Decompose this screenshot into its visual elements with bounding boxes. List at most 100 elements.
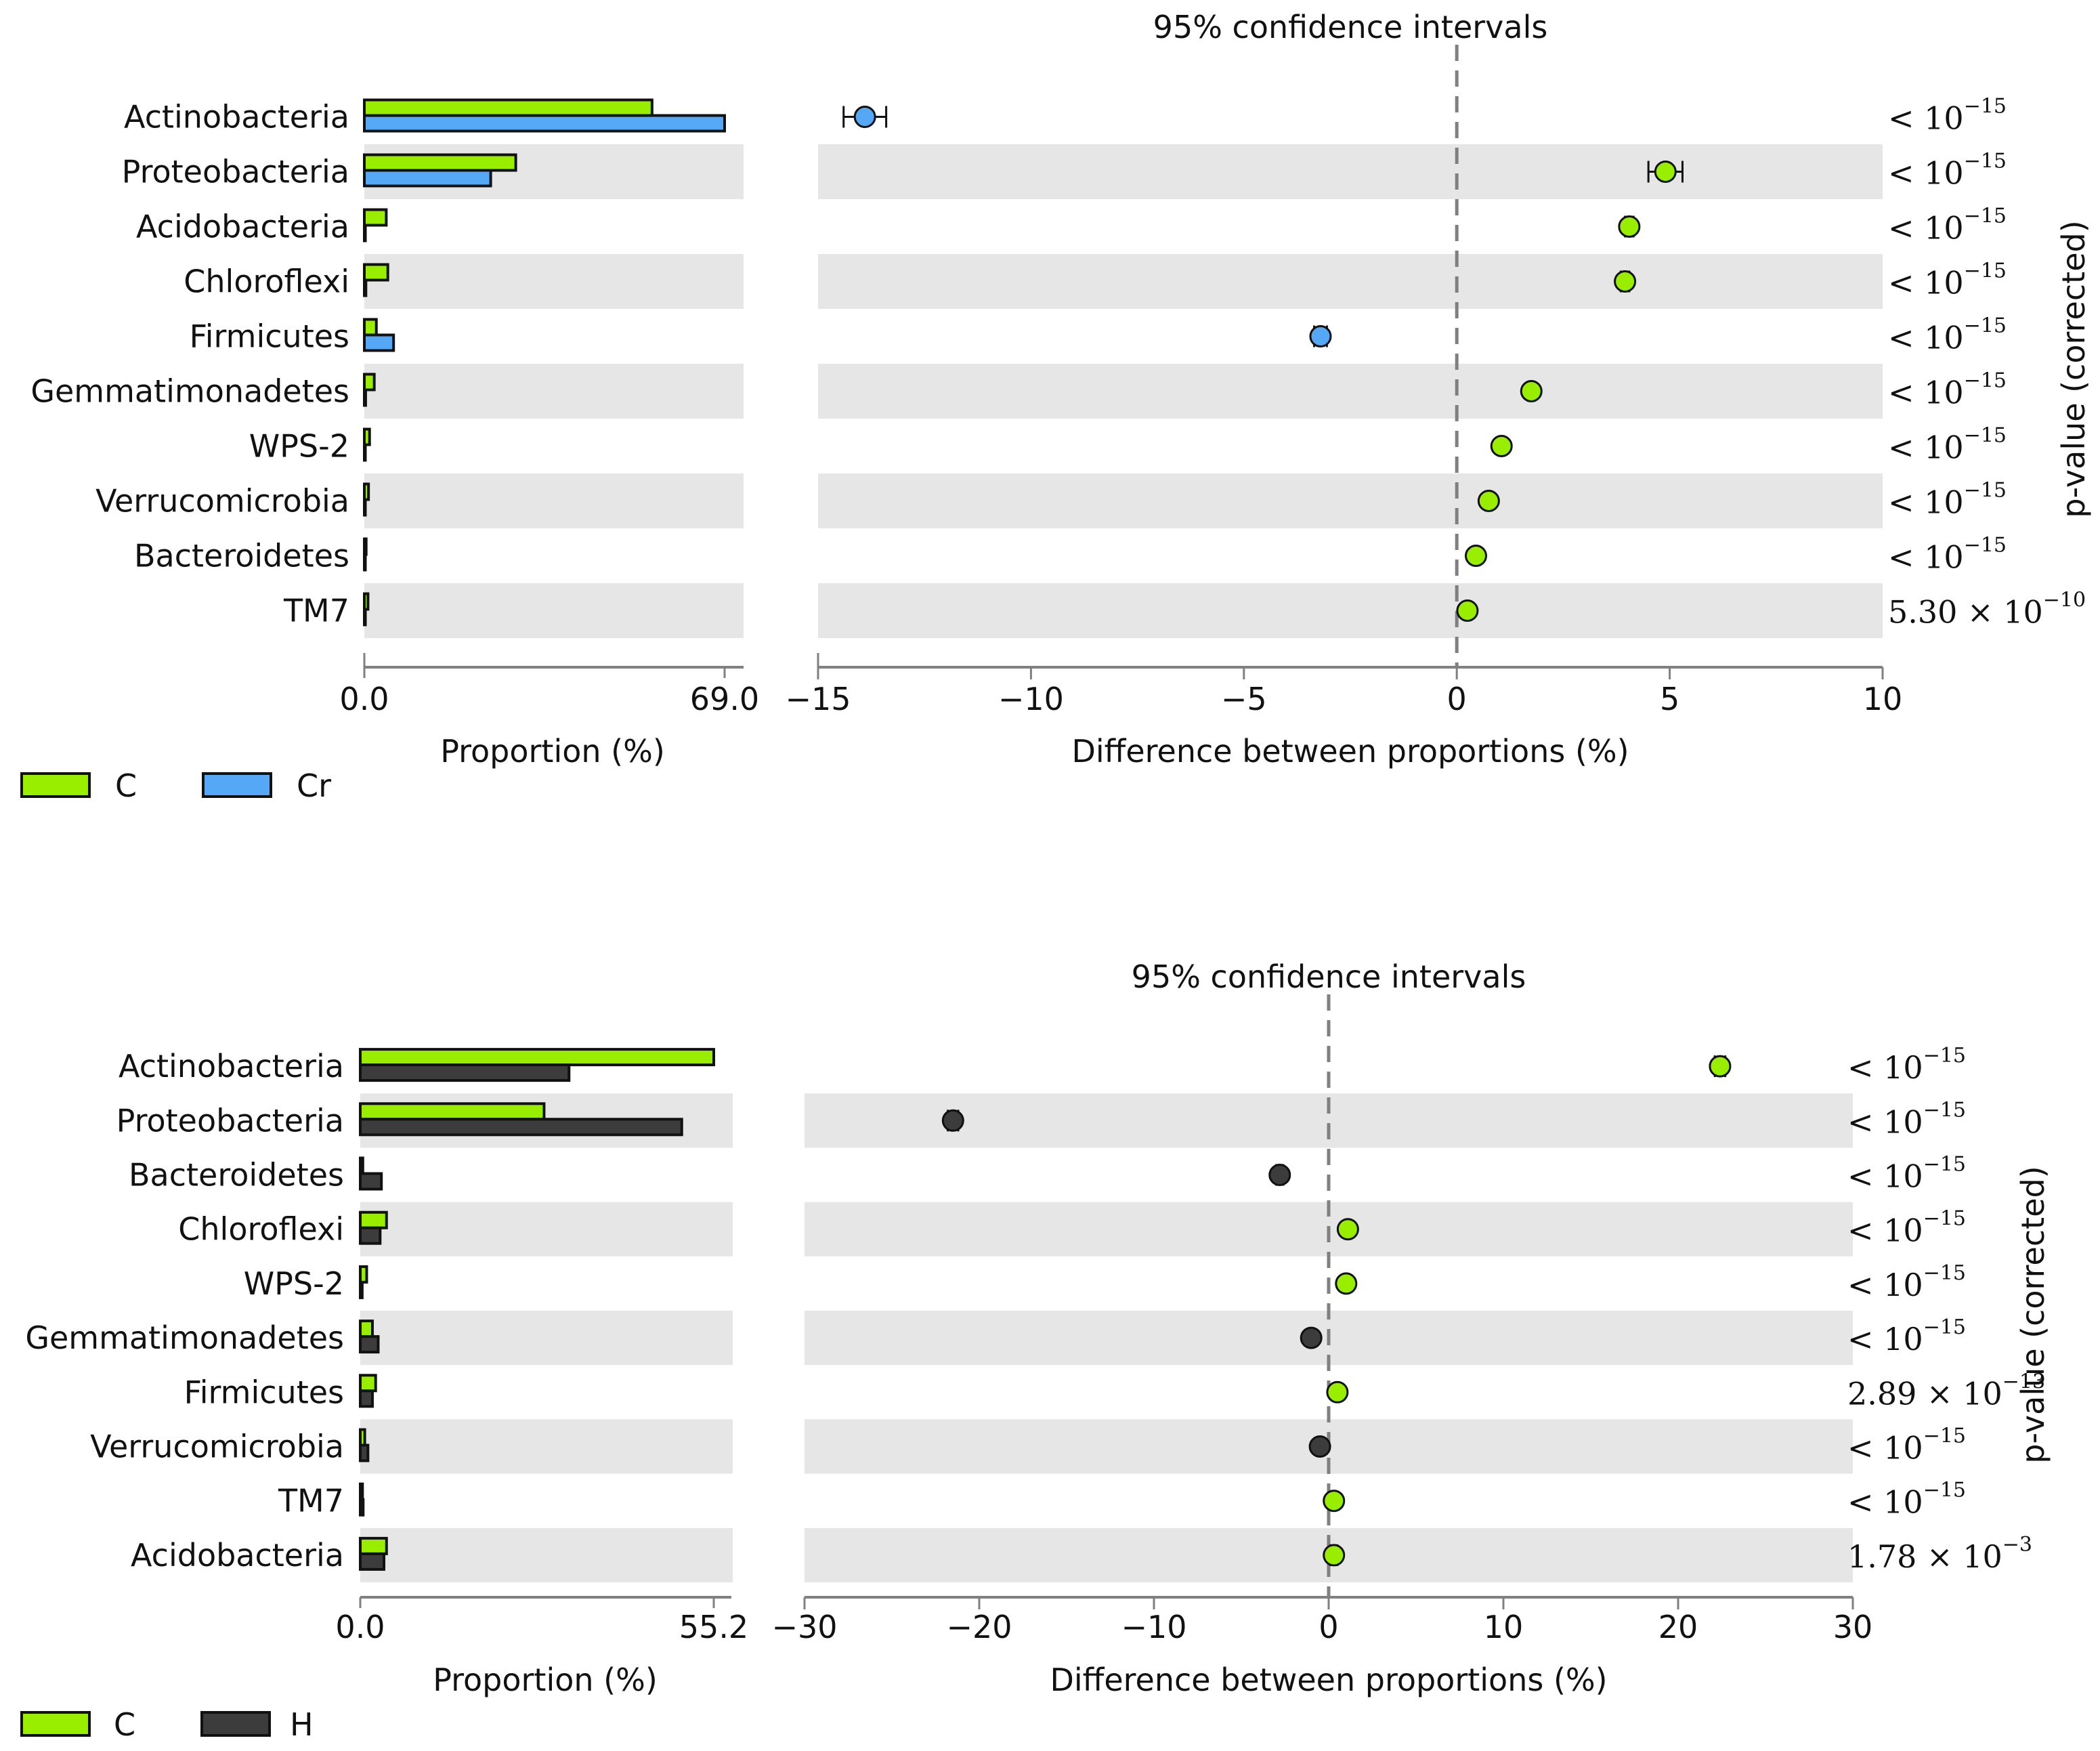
p-value-exponent: −15 [1923, 1207, 1966, 1231]
proportion-bar-h [359, 1335, 380, 1354]
category-label: Bacteroidetes [129, 1157, 344, 1194]
proportion-bar-h [359, 1172, 383, 1191]
proportion-bar-cr [363, 278, 368, 297]
proportion-bar-c [359, 1428, 366, 1447]
proportion-bar-cr [363, 608, 367, 627]
category-label: Actinobacteria [124, 99, 349, 135]
proportion-bar-c [359, 1482, 364, 1501]
p-value-exponent: −15 [1964, 479, 2007, 503]
proportion-bar-c [359, 1265, 368, 1284]
difference-point [1300, 1326, 1323, 1349]
difference-tick-label: 0 [1447, 681, 1467, 717]
p-value: < 10−15 [1847, 1153, 1966, 1195]
p-value-mantissa: 2.89 × 10 [1847, 1375, 2002, 1412]
proportion-bar-h [359, 1118, 683, 1137]
p-value: < 10−15 [1888, 314, 2007, 356]
p-value-exponent: −15 [1923, 1153, 1966, 1177]
row-band-proportion [364, 364, 744, 419]
p-value-exponent: −15 [1964, 259, 2007, 283]
difference-tick-label: −15 [785, 681, 851, 717]
proportion-bar-c [363, 537, 368, 556]
proportion-bar-c [359, 1048, 715, 1067]
legend-label-c: C [114, 1706, 135, 1743]
category-label: TM7 [283, 593, 349, 629]
proportion-bar-c [363, 208, 388, 227]
proportion-bar-c [363, 318, 378, 337]
proportion-bar-h [359, 1389, 374, 1408]
row-band-difference [818, 364, 1883, 419]
difference-tick-label: −5 [1221, 681, 1267, 717]
proportion-bar-cr [363, 498, 367, 517]
proportion-bar-c [363, 98, 653, 117]
difference-point [1309, 325, 1332, 347]
chart-title: 95% confidence intervals [1153, 9, 1548, 45]
category-label: Chloroflexi [184, 263, 349, 300]
p-value-mantissa: < 10 [1888, 100, 1964, 137]
category-label: Acidobacteria [136, 209, 349, 245]
proportion-axis-label: Proportion (%) [440, 733, 665, 769]
p-value-mantissa: < 10 [1888, 484, 1964, 521]
row-band-difference [818, 254, 1883, 309]
p-value-exponent: −15 [1923, 1315, 1966, 1339]
row-band-proportion [360, 1527, 733, 1582]
proportion-bar-h [359, 1226, 382, 1245]
row-band-difference [818, 473, 1883, 528]
panel-bottom: 95% confidence intervals Actinobacteria Pr… [20, 958, 2051, 1743]
proportion-bar-c [359, 1210, 388, 1229]
difference-point [1323, 1490, 1346, 1513]
proportion-bar-c [359, 1536, 388, 1555]
p-value-exponent: −15 [1964, 534, 2007, 557]
p-value-exponent: −15 [1923, 1479, 1966, 1502]
proportion-bar-c [359, 1102, 546, 1121]
p-value-mantissa: < 10 [1888, 210, 1964, 247]
row-band-proportion [364, 583, 744, 638]
difference-tick-label: −30 [771, 1609, 837, 1645]
proportion-bar-c [363, 153, 517, 172]
difference-point [941, 1109, 964, 1132]
row-band-proportion [360, 1202, 733, 1257]
difference-tick-label: 10 [1863, 681, 1903, 717]
legend-label-cr: Cr [297, 767, 331, 804]
p-value: < 10−15 [1888, 534, 2007, 576]
proportion-bar-cr [363, 224, 367, 242]
p-value-mantissa: < 10 [1888, 429, 1964, 466]
p-value-mantissa: < 10 [1847, 1430, 1923, 1467]
difference-point [1477, 490, 1500, 512]
category-label: Proteobacteria [122, 154, 349, 190]
category-label: Bacteroidetes [134, 538, 349, 574]
proportion-bar-h [359, 1498, 365, 1517]
p-value-exponent: −15 [1964, 95, 2007, 119]
proportion-tick-label: 55.2 [679, 1609, 748, 1645]
p-value-mantissa: < 10 [1888, 265, 1964, 301]
legend-swatch-c [20, 772, 91, 798]
difference-tick-label: −10 [998, 681, 1064, 717]
p-value: < 10−15 [1847, 1098, 1966, 1140]
difference-point [1336, 1218, 1359, 1241]
p-value-exponent: −15 [1964, 424, 2007, 448]
legend-swatch-h [200, 1711, 271, 1737]
p-value: < 10−15 [1847, 1479, 1966, 1521]
p-value-mantissa: < 10 [1847, 1267, 1923, 1303]
category-label: WPS-2 [244, 1265, 344, 1302]
difference-axis-label: Difference between proportions (%) [1071, 733, 1629, 769]
p-value-exponent: −15 [1923, 1098, 1966, 1122]
proportion-tick-label: 0.0 [339, 681, 389, 717]
proportion-axis-label: Proportion (%) [433, 1662, 658, 1698]
category-label: Gemmatimonadetes [25, 1320, 344, 1356]
p-value: 2.89 × 10−13 [1847, 1370, 2045, 1412]
row-band-proportion [364, 254, 744, 309]
proportion-bar-cr [363, 114, 726, 133]
p-value-exponent: −10 [2043, 589, 2086, 612]
p-value-exponent: −15 [1923, 1044, 1966, 1068]
p-value-mantissa: < 10 [1847, 1212, 1923, 1249]
p-value: < 10−15 [1888, 205, 2007, 247]
difference-tick-label: −20 [946, 1609, 1012, 1645]
difference-point [1464, 545, 1487, 567]
category-label: Firmicutes [190, 318, 349, 355]
difference-point [1323, 1544, 1346, 1567]
category-label: Gemmatimonadetes [30, 373, 349, 410]
category-label: Acidobacteria [131, 1537, 344, 1574]
proportion-bar-h [359, 1552, 385, 1571]
p-value: < 10−15 [1847, 1315, 1966, 1357]
